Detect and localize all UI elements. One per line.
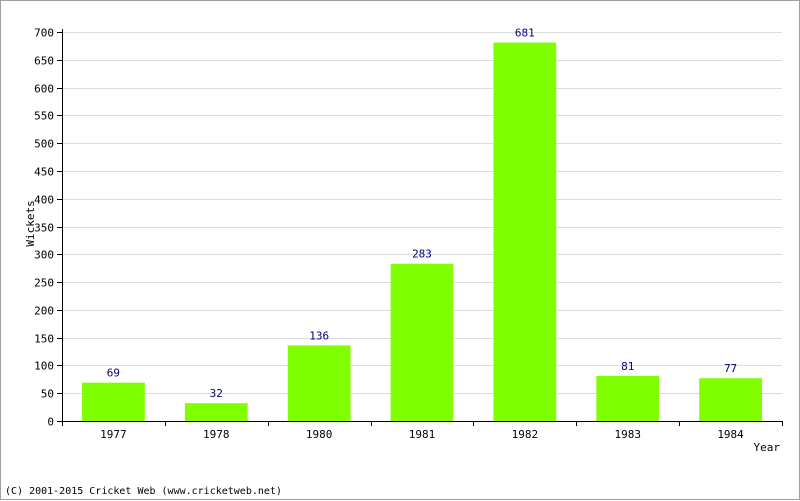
bar-1982 <box>493 42 557 422</box>
data-label-1977: 69 <box>107 367 120 380</box>
data-label-1978: 32 <box>210 387 223 400</box>
data-label-1983: 81 <box>621 360 634 373</box>
bar-1977 <box>82 382 145 421</box>
data-label-1980: 136 <box>309 329 329 342</box>
x-tick-label: 1983 <box>614 428 641 441</box>
y-tick-label: 0 <box>47 416 54 429</box>
y-axis-title: Wickets <box>24 200 37 246</box>
data-label-1982: 681 <box>515 27 535 40</box>
y-tick-label: 550 <box>34 110 54 123</box>
bar-1983 <box>596 375 660 421</box>
y-tick-label: 450 <box>34 166 54 179</box>
y-tick-label: 300 <box>34 249 54 262</box>
y-tick-label: 200 <box>34 305 54 318</box>
y-tick-label: 150 <box>34 333 54 346</box>
data-label-1984: 77 <box>724 362 737 375</box>
y-tick-label: 100 <box>34 360 54 373</box>
x-axis-title: Year <box>754 441 781 454</box>
y-tick-label: 700 <box>34 27 54 40</box>
bars <box>82 42 762 422</box>
x-tick-label: 1984 <box>717 428 744 441</box>
bar-1981 <box>390 263 454 421</box>
axes <box>57 29 783 426</box>
x-tick-label: 1981 <box>409 428 436 441</box>
y-tick-label: 350 <box>34 222 54 235</box>
y-tick-label: 50 <box>41 388 54 401</box>
labels: 0 50 100 150 200 250 300 350 400 450 500 550 600 650 7… <box>24 27 780 455</box>
x-tick-label: 1977 <box>100 428 127 441</box>
y-tick-label: 250 <box>34 277 54 290</box>
y-tick-label: 500 <box>34 138 54 151</box>
copyright-text: (C) 2001-2015 Cricket Web (www.cricketwe… <box>5 486 282 497</box>
bar-1978 <box>184 403 248 421</box>
bar-1984 <box>699 378 762 421</box>
x-tick-label: 1982 <box>512 428 539 441</box>
x-tick-label: 1978 <box>203 428 230 441</box>
data-label-1981: 283 <box>412 248 432 261</box>
y-tick-label: 400 <box>34 194 54 207</box>
bar-1980 <box>287 345 351 421</box>
y-tick-label: 600 <box>34 83 54 96</box>
y-tick-label: 650 <box>34 55 54 68</box>
x-tick-label: 1980 <box>306 428 333 441</box>
